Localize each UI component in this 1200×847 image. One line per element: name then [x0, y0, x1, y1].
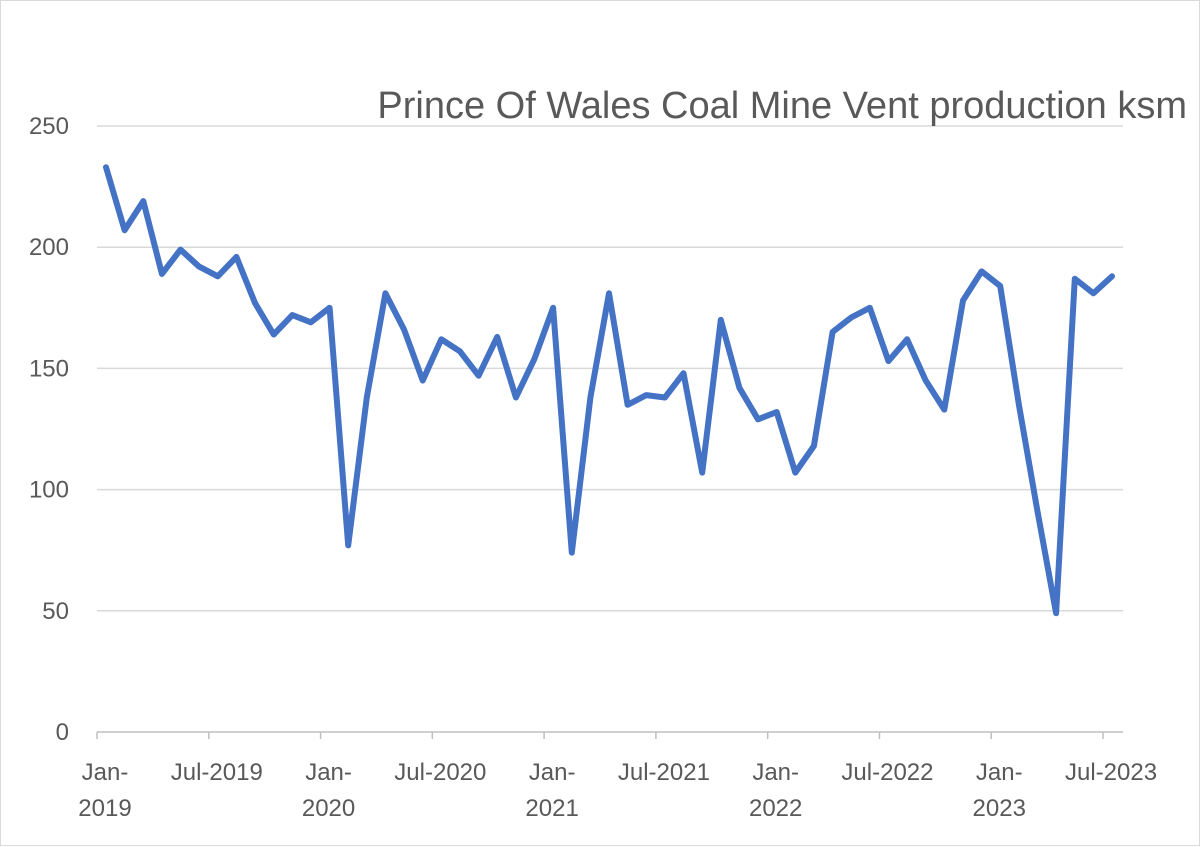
x-tick-label: Jul-2020	[394, 759, 486, 786]
x-tick-label: Jan-2020	[302, 759, 355, 822]
series-line	[103, 164, 1115, 617]
x-tick-label: Jul-2023	[1065, 759, 1157, 786]
y-tick-label: 100	[29, 477, 69, 504]
x-tick-label: Jul-2022	[841, 759, 933, 786]
tick-labels: 0 50 100 150 200 250 Jan-2019 Jul-2019 Jan-2020 J…	[29, 113, 1157, 822]
y-tick-label: 200	[29, 234, 69, 261]
x-tick-label: Jan-2021	[525, 759, 578, 822]
x-tick-label: Jan-2022	[749, 759, 802, 822]
series-lines	[103, 164, 1115, 617]
y-tick-label: 50	[42, 598, 69, 625]
chart-title: Prince Of Wales Coal Mine Vent productio…	[377, 85, 1187, 127]
axes	[96, 731, 1123, 739]
x-tick-label: Jul-2019	[171, 759, 263, 786]
x-tick-label: Jan-2023	[973, 759, 1026, 822]
y-tick-label: 250	[29, 113, 69, 140]
y-tick-label: 0	[56, 719, 69, 746]
y-tick-label: 150	[29, 355, 69, 382]
x-tick-label: Jan-2019	[78, 759, 131, 822]
x-tick-label: Jul-2021	[618, 759, 710, 786]
gridlines	[97, 125, 1123, 612]
